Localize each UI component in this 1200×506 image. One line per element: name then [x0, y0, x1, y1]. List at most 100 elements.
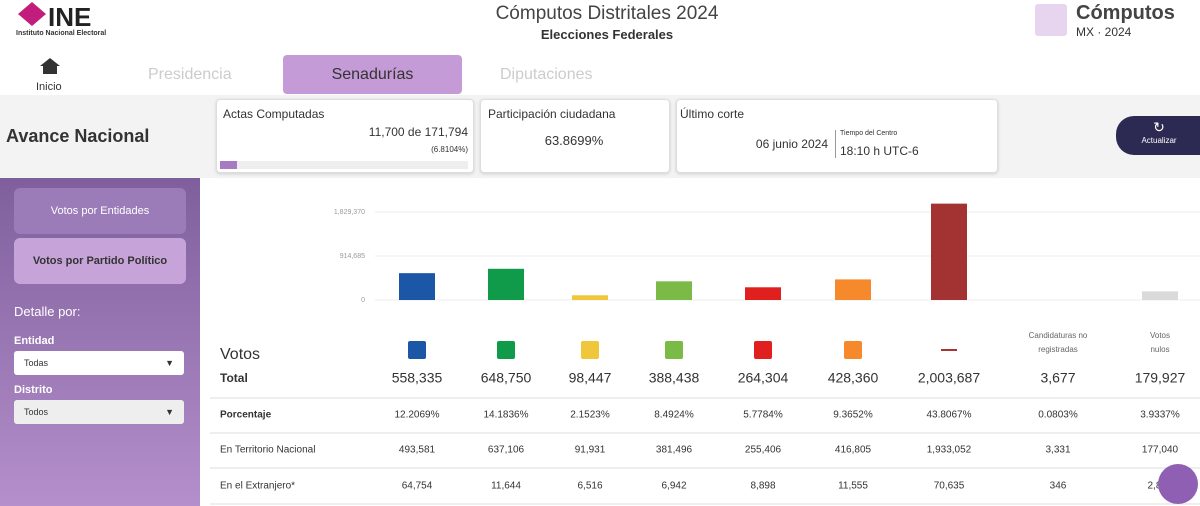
cell: 8.4924%	[654, 410, 694, 421]
corte-tz-label: Tiempo del Centro	[840, 130, 898, 137]
total-value: 388,438	[649, 370, 700, 386]
cell: 1,933,052	[927, 445, 972, 456]
party-logo	[754, 341, 772, 359]
bar	[656, 281, 692, 300]
corte-date: 06 junio 2024	[755, 137, 828, 151]
section-title: Avance Nacional	[6, 126, 150, 146]
cell: 416,805	[835, 445, 872, 456]
refresh-button[interactable]: ↻ Actualizar	[1116, 116, 1200, 155]
home-link[interactable]: Inicio	[36, 81, 62, 93]
corte-card	[676, 99, 998, 173]
filter-value: Todos	[24, 407, 49, 417]
logo-sub: Instituto Nacional Electoral	[16, 30, 107, 37]
cell: 91,931	[575, 445, 606, 456]
cell: 12.2069%	[394, 410, 439, 421]
total-label: Total	[220, 371, 248, 385]
cell: 3,331	[1045, 445, 1070, 456]
total-value: 648,750	[481, 370, 532, 386]
bar	[572, 295, 608, 300]
corte-time: 18:10 h UTC-6	[840, 144, 919, 158]
filter-label: Distrito	[14, 384, 53, 396]
refresh-label: Actualizar	[1141, 136, 1177, 145]
bar	[745, 287, 781, 300]
home-icon[interactable]	[40, 58, 60, 74]
party-logo	[408, 341, 426, 359]
cell: 11,644	[491, 481, 521, 492]
column-label: Votos nulos	[1150, 331, 1170, 354]
total-value: 179,927	[1135, 370, 1186, 386]
actas-value: 11,700 de 171,794	[368, 125, 468, 139]
corte-label: Último corte	[680, 107, 745, 121]
actas-pct: (6.8104%)	[431, 145, 468, 154]
bar	[931, 203, 967, 300]
cell: 2.1523%	[570, 410, 610, 421]
cell: 5.7784%	[743, 410, 783, 421]
total-value: 3,677	[1040, 370, 1075, 386]
nav-tab[interactable]: Presidencia	[148, 66, 232, 83]
participation-value: 63.8699%	[544, 133, 604, 148]
participation-card	[480, 99, 670, 173]
cell: 346	[1050, 481, 1067, 492]
y-tick-label: 0	[361, 297, 365, 304]
bar	[835, 279, 871, 300]
filter-select[interactable]: Todos ▼	[14, 400, 184, 424]
participation-label: Participación ciudadana	[488, 107, 616, 121]
actas-card	[216, 99, 474, 173]
bar	[399, 273, 435, 300]
actas-label: Actas Computadas	[223, 107, 325, 121]
bar	[488, 268, 524, 300]
total-value: 2,003,687	[918, 370, 980, 386]
divider	[835, 130, 836, 158]
nav-tab[interactable]: Diputaciones	[500, 66, 593, 83]
title: Cómputos Distritales 2024	[495, 3, 719, 24]
cell: 6,516	[577, 481, 602, 492]
brand-sub: MX · 2024	[1076, 25, 1132, 39]
cell: 493,581	[399, 445, 436, 456]
detail-label: Detalle por:	[14, 304, 81, 319]
logo: INE	[48, 2, 92, 32]
party-logo	[497, 341, 515, 359]
sidebar-button-active[interactable]: Votos por Partido Político	[14, 238, 186, 284]
progress-bar	[220, 161, 237, 169]
brand-icon	[1035, 4, 1067, 36]
cell: 6,942	[661, 481, 686, 492]
row-label: En el Extranjero*	[220, 481, 295, 492]
cell: 70,635	[934, 481, 965, 492]
party-logo	[581, 341, 599, 359]
row-label: Porcentaje	[220, 410, 272, 421]
filter-select[interactable]: Todas ▼	[14, 351, 184, 375]
cell: 9.3652%	[833, 410, 873, 421]
y-tick-label: 914,685	[340, 253, 365, 260]
cell: 177,040	[1142, 445, 1179, 456]
cell: 43.8067%	[926, 410, 971, 421]
cell: 381,496	[656, 445, 693, 456]
cell: 3.9337%	[1140, 410, 1180, 421]
bar	[1142, 291, 1178, 300]
cell: 8,898	[750, 481, 775, 492]
party-logo	[844, 341, 862, 359]
table-title: Votos	[220, 346, 260, 363]
y-tick-label: 1,829,370	[334, 209, 365, 216]
cell: 11,555	[838, 481, 868, 492]
total-value: 264,304	[738, 370, 789, 386]
cell: 637,106	[488, 445, 525, 456]
total-value: 558,335	[392, 370, 443, 386]
progress-track	[220, 161, 468, 169]
filter-value: Todas	[24, 358, 49, 368]
subtitle: Elecciones Federales	[540, 27, 674, 42]
row-label: En Territorio Nacional	[220, 445, 315, 456]
brand: Cómputos	[1076, 2, 1175, 24]
total-value: 98,447	[569, 370, 612, 386]
nav-tab-active[interactable]: Senadurías	[283, 55, 462, 94]
cell: 255,406	[745, 445, 782, 456]
column-label: Candidaturas no registradas	[1029, 331, 1088, 354]
party-logo	[665, 341, 683, 359]
cell: 14.1836%	[483, 410, 528, 421]
filter-label: Entidad	[14, 335, 55, 347]
total-value: 428,360	[828, 370, 879, 386]
sidebar-button[interactable]: Votos por Entidades	[14, 188, 186, 234]
share-button[interactable]	[1158, 464, 1198, 504]
cell: 0.0803%	[1038, 410, 1078, 421]
cell: 64,754	[402, 481, 433, 492]
